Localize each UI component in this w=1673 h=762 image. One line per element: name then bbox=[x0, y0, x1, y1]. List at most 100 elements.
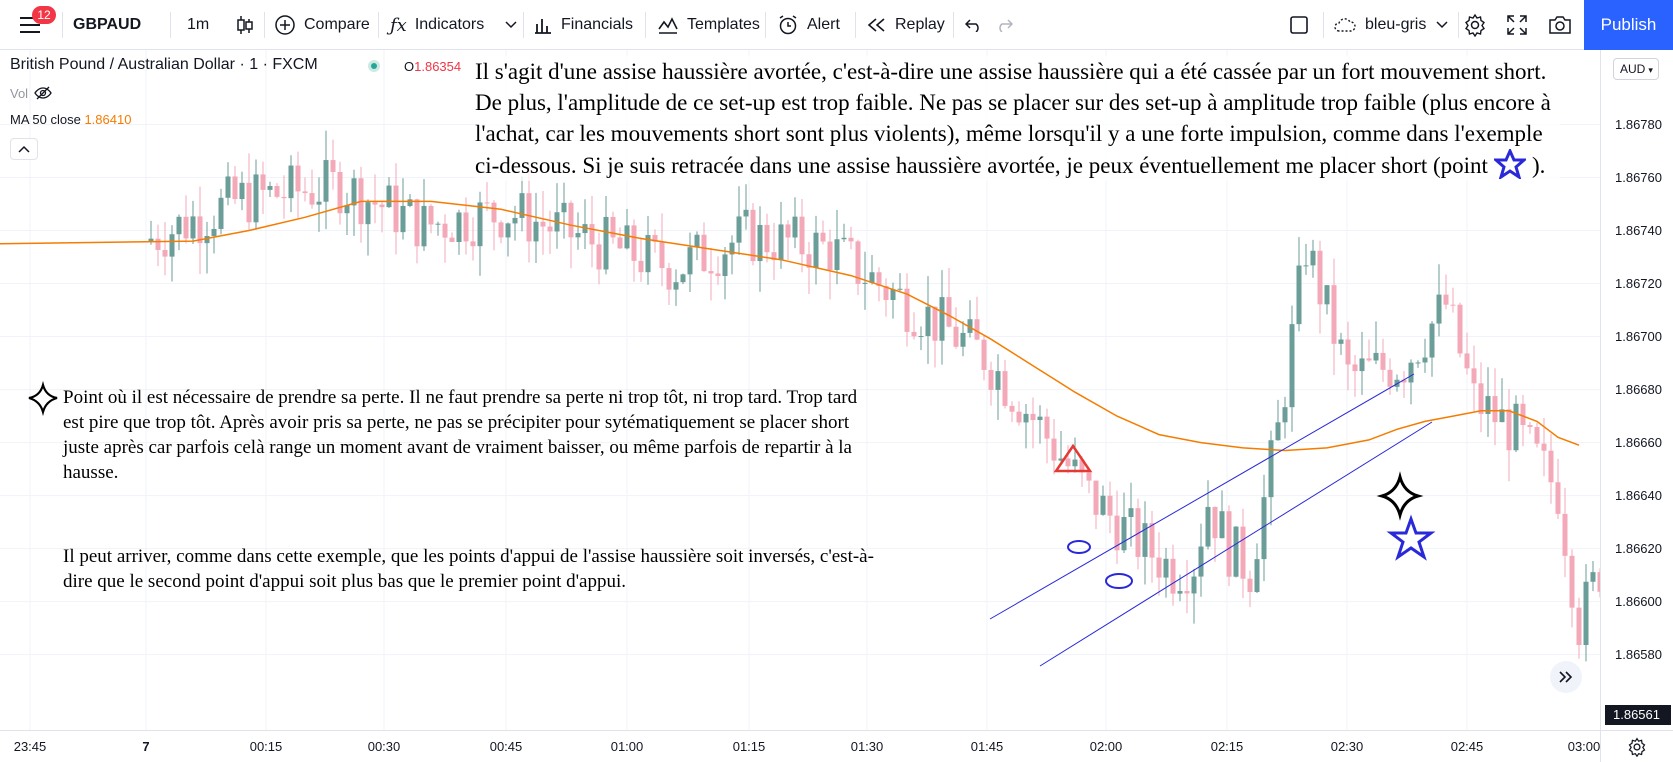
templates-button[interactable]: Templates bbox=[657, 0, 760, 50]
candle bbox=[806, 241, 812, 294]
candle bbox=[554, 183, 560, 249]
snapshot-button[interactable] bbox=[1548, 0, 1572, 50]
candle bbox=[1142, 501, 1148, 585]
chart-style-button[interactable] bbox=[235, 0, 255, 50]
ma-label: MA 50 close bbox=[10, 112, 81, 127]
layout-toggle-button[interactable] bbox=[1289, 0, 1309, 50]
candle bbox=[1422, 338, 1428, 373]
candle bbox=[1254, 543, 1260, 593]
indicators-dropdown[interactable] bbox=[505, 0, 517, 50]
candle bbox=[1373, 321, 1379, 365]
symbol-search[interactable]: GBPAUD bbox=[73, 16, 142, 33]
candle bbox=[582, 199, 588, 250]
candle bbox=[953, 307, 959, 349]
alert-button[interactable]: Alert bbox=[777, 0, 840, 50]
note-aborted-setup-end: ). bbox=[1531, 153, 1546, 178]
candle bbox=[267, 181, 273, 198]
time-tick-label: 03:00 bbox=[1567, 739, 1601, 754]
time-tick-label: 7 bbox=[142, 739, 150, 754]
candle bbox=[162, 222, 168, 276]
note-aborted-setup[interactable]: Il s'agit d'une assise haussière avortée… bbox=[475, 56, 1560, 181]
candle bbox=[1331, 258, 1337, 376]
candle bbox=[281, 175, 287, 219]
currency-selector[interactable]: AUD ▾ bbox=[1613, 58, 1659, 80]
top-toolbar: 12 GBPAUD 1m Compare ƒx Indicators Finan… bbox=[0, 0, 1673, 50]
replay-button[interactable]: Replay bbox=[867, 0, 945, 50]
candle bbox=[316, 177, 322, 232]
candle bbox=[785, 220, 791, 261]
fullscreen-button[interactable] bbox=[1506, 0, 1528, 50]
redo-button[interactable] bbox=[995, 0, 1013, 50]
candle bbox=[1023, 403, 1029, 449]
candle bbox=[1044, 408, 1050, 464]
ohlc-open-value: 1.86354 bbox=[414, 59, 462, 74]
candle bbox=[561, 182, 567, 239]
candle bbox=[869, 255, 875, 285]
layout-name-button[interactable]: bleu-gris bbox=[1333, 0, 1448, 50]
scroll-to-realtime-button[interactable] bbox=[1550, 661, 1582, 693]
candle bbox=[1359, 331, 1365, 395]
candle bbox=[1338, 332, 1344, 355]
time-tick-label: 02:30 bbox=[1330, 739, 1364, 754]
candle bbox=[1303, 243, 1309, 275]
candle bbox=[183, 195, 189, 244]
chevron-up-icon bbox=[18, 145, 30, 153]
price-scale[interactable]: AUD ▾ 1.86780 1.86760 1.86740 1.86720 1.86700… bbox=[1600, 50, 1673, 730]
note-stop-loss[interactable]: Point où il est nécessaire de prendre sa… bbox=[63, 387, 858, 483]
candle bbox=[568, 200, 574, 269]
candle bbox=[855, 239, 861, 296]
time-tick-label: 01:00 bbox=[610, 739, 644, 754]
candle bbox=[1310, 239, 1316, 278]
financials-button[interactable]: Financials bbox=[533, 0, 633, 50]
candle bbox=[386, 177, 392, 208]
function-icon: ƒx bbox=[390, 14, 407, 36]
chevron-down-icon: ▾ bbox=[1648, 65, 1653, 75]
settings-button[interactable] bbox=[1463, 0, 1487, 50]
candle bbox=[218, 188, 224, 235]
candle bbox=[1121, 492, 1127, 553]
candle bbox=[169, 225, 175, 282]
publish-button[interactable]: Publish bbox=[1584, 0, 1673, 50]
interval-button[interactable]: 1m bbox=[187, 16, 210, 33]
eye-off-icon[interactable] bbox=[33, 86, 52, 100]
candle bbox=[1380, 338, 1386, 382]
support-point-1-marker bbox=[1067, 540, 1091, 554]
candle bbox=[848, 226, 854, 250]
candle bbox=[1569, 549, 1575, 628]
indicators-button[interactable]: ƒx Indicators bbox=[390, 0, 484, 50]
candle bbox=[638, 237, 644, 282]
candle bbox=[1583, 564, 1589, 662]
candle bbox=[680, 273, 686, 285]
time-scale[interactable]: 23:45 7 00:15 00:30 00:45 01:00 01:15 01:30 01:4… bbox=[0, 730, 1600, 762]
candle bbox=[946, 268, 952, 328]
candle bbox=[148, 220, 154, 245]
currency-label: AUD bbox=[1620, 62, 1646, 76]
candle bbox=[666, 262, 672, 306]
time-tick-label: 01:15 bbox=[732, 739, 766, 754]
candle bbox=[155, 224, 161, 267]
candle bbox=[393, 163, 399, 255]
undo-button[interactable] bbox=[965, 0, 983, 50]
gear-icon bbox=[1465, 13, 1485, 37]
candle bbox=[442, 214, 448, 263]
financials-label: Financials bbox=[561, 16, 634, 33]
candle bbox=[1541, 417, 1547, 477]
stop-loss-star-marker bbox=[1376, 471, 1424, 521]
candle bbox=[176, 214, 182, 251]
candle bbox=[512, 205, 518, 241]
candle bbox=[239, 171, 245, 211]
candle bbox=[1009, 401, 1015, 423]
candle bbox=[813, 215, 819, 285]
note-inverted-supports[interactable]: Il peut arriver, comme dans cette exempl… bbox=[63, 546, 874, 592]
collapse-legend-button[interactable] bbox=[10, 138, 38, 160]
candle bbox=[1548, 433, 1554, 504]
price-tick-label: 1.86640 bbox=[1615, 487, 1662, 503]
chart-settings-corner[interactable] bbox=[1600, 730, 1673, 762]
ohlc-legend: O1.86354 bbox=[404, 59, 461, 74]
compare-button[interactable]: Compare bbox=[274, 0, 370, 50]
candle bbox=[330, 139, 336, 190]
candle bbox=[575, 212, 581, 250]
candle bbox=[1219, 490, 1225, 539]
candle bbox=[260, 161, 266, 215]
candle bbox=[1555, 458, 1561, 519]
